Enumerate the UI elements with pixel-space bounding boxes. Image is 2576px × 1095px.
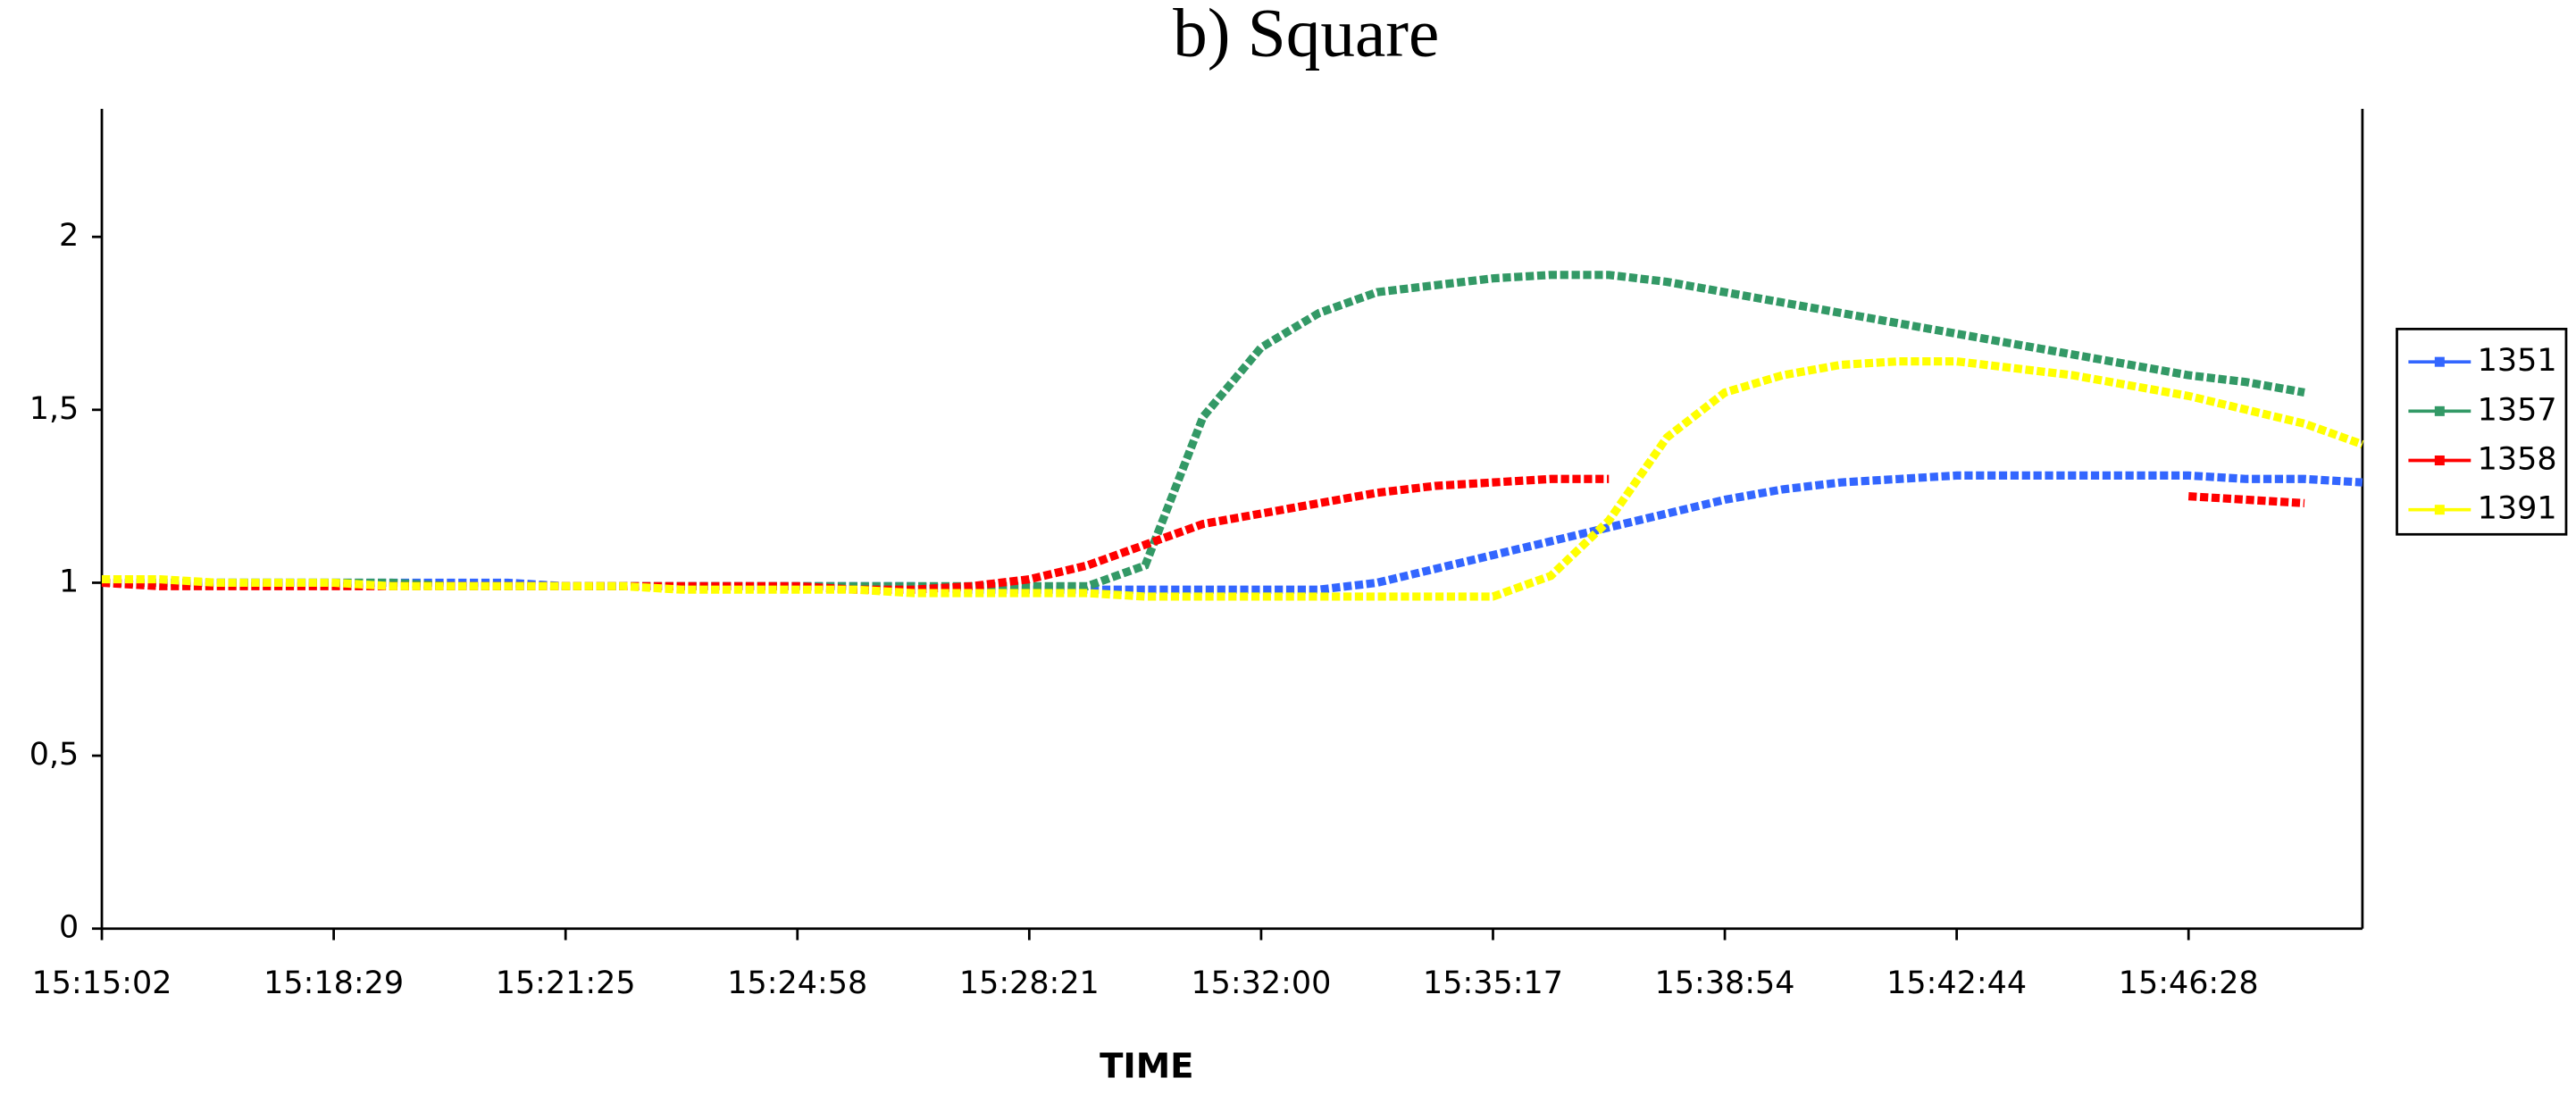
y-tick-label: 0	[59, 910, 79, 946]
legend-marker	[2434, 456, 2445, 466]
legend-label: 1391	[2478, 491, 2557, 527]
x-tick-label: 15:46:28	[2119, 965, 2259, 1001]
x-tick-label: 15:42:44	[1886, 965, 2027, 1001]
x-tick-label: 15:18:29	[263, 965, 404, 1001]
legend-marker	[2434, 505, 2445, 515]
y-tick-label: 2	[59, 218, 79, 254]
x-tick-label: 15:32:00	[1191, 965, 1331, 1001]
x-tick-label: 15:15:02	[32, 965, 172, 1001]
legend-marker	[2434, 356, 2445, 367]
x-tick-label: 15:24:58	[727, 965, 867, 1001]
series-line	[102, 471, 2363, 594]
legend-label: 1358	[2478, 442, 2557, 478]
legend-marker	[2434, 405, 2445, 416]
series-line	[101, 474, 2305, 594]
x-tick-label: 15:28:21	[959, 965, 1100, 1001]
y-tick-label: 1,5	[29, 391, 79, 427]
x-tick-label: 15:21:25	[496, 965, 636, 1001]
x-axis-title: TIME	[1100, 1047, 1193, 1087]
chart-title: b) Square	[1173, 0, 1439, 71]
x-tick-label: 15:38:54	[1655, 965, 1795, 1001]
legend-label: 1351	[2478, 343, 2557, 379]
series-line	[102, 271, 2305, 590]
y-tick-label: 1	[59, 564, 79, 599]
y-tick-label: 0,5	[29, 737, 79, 773]
x-tick-label: 15:35:17	[1423, 965, 1563, 1001]
series-line	[102, 357, 2364, 601]
legend-label: 1357	[2478, 392, 2557, 428]
